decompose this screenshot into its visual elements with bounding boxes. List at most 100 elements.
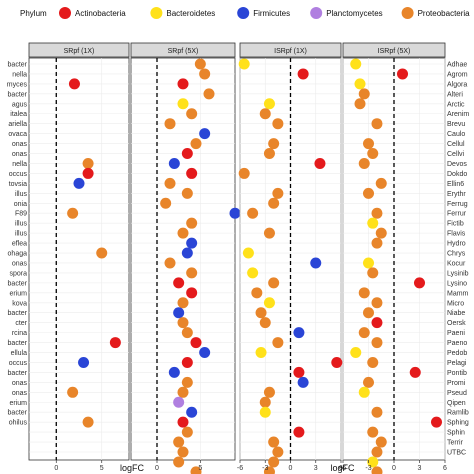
data-point [173,436,185,448]
legend-swatch [237,7,250,19]
data-point [371,118,383,130]
data-point [431,416,442,428]
data-point [367,426,379,438]
left-row-label: italea [10,111,27,118]
data-point [199,128,211,140]
data-point [238,167,250,179]
right-row-label: Erythr [447,191,466,198]
data-point [358,287,370,299]
right-row-label: Fictib [447,221,464,228]
x-tick-label: 3 [314,465,318,472]
x-axis-title: logFC [120,463,145,473]
data-point [160,197,172,209]
data-point [67,386,79,398]
left-row-label: bacter [8,280,28,287]
right-row-label: Paeno [447,340,467,347]
right-row-label: Cellul [447,141,465,148]
left-row-label: eflea [12,241,27,248]
data-point [190,337,202,349]
x-tick-label: -6 [237,465,243,472]
data-point [371,337,383,349]
data-point [331,356,343,368]
right-row-label: Pontib [447,370,467,377]
legend-swatch [401,7,414,19]
right-row-label: Niabe [447,310,465,317]
legend-entry-label: Planctomycetes [326,9,382,18]
right-row-label: Mamm [447,290,469,297]
x-tick-label: 3 [418,465,422,472]
data-point [397,68,408,80]
data-point [177,446,189,458]
data-point [186,287,198,299]
right-row-label: Agrom [447,71,468,78]
right-row-label: Ramlib [447,410,469,417]
legend-entry-label: Bacteroidetes [166,9,215,18]
data-point [109,337,121,349]
right-row-label: Terrir [447,440,464,447]
facet-strip [239,42,342,58]
left-row-label: ellula [11,350,27,357]
data-point [177,297,189,309]
data-point [190,466,202,474]
data-point [350,347,362,359]
right-row-label: Cellvi [447,151,465,158]
right-row-label: Alteri [447,91,463,98]
data-point [259,406,271,418]
data-point [268,138,280,150]
data-point [181,376,193,388]
left-row-label: onas [12,151,28,158]
data-point [409,366,421,378]
data-point [375,227,387,239]
x-tick-label: -6 [340,465,346,472]
data-point [371,406,383,418]
right-row-label: Flavis [447,231,466,238]
left-row-label: F89 [15,211,27,218]
panel: SRpf (5X) 0 5 [130,42,241,474]
data-point [310,257,322,269]
data-point [314,157,326,169]
data-point [82,416,94,428]
right-row-label: Adhae [447,62,467,69]
right-row-label: Sphin [447,430,465,437]
data-point [186,237,198,249]
right-row-label: Ferrur [447,211,467,218]
data-point [358,88,370,100]
left-row-label: bacter [8,370,28,377]
data-point [68,78,80,90]
right-row-label: Lysinib [447,270,469,277]
left-row-label: ohilus [9,420,28,427]
left-row-label: erium [9,400,27,407]
left-row-label: illus [15,221,28,228]
data-point [363,257,374,269]
data-point [367,356,379,368]
right-row-label: Lysino [447,280,467,287]
data-point [164,177,176,189]
left-row-label: bacter [8,310,28,317]
data-point [164,118,176,130]
data-point [350,58,362,70]
data-point [173,307,185,319]
facet-strip [28,42,130,58]
data-point [367,456,379,468]
data-point [78,356,90,368]
legend-entry-label: Firmicutes [253,9,290,18]
data-point [367,148,379,160]
left-row-label: nella [12,161,27,168]
data-point [358,327,370,339]
left-row-label: tovsia [9,181,27,188]
x-tick-label: 5 [100,465,104,472]
left-row-label: onia [14,201,27,208]
legend-swatch [310,7,323,19]
data-point [177,317,189,329]
left-row-label: myces [7,81,28,88]
data-point [272,446,284,458]
data-point [181,187,193,199]
legend-title: Phylum [20,9,47,18]
left-row-label: illus [15,231,28,238]
left-row-label: occus [9,171,28,178]
right-row-label: Ellin6 [447,181,464,188]
left-row-label: agus [12,101,28,108]
right-row-labels: Adhae Agrom Algora Alteri Arctic Arenim Brevu C… [447,62,469,457]
right-row-label: Caulo [447,131,465,138]
